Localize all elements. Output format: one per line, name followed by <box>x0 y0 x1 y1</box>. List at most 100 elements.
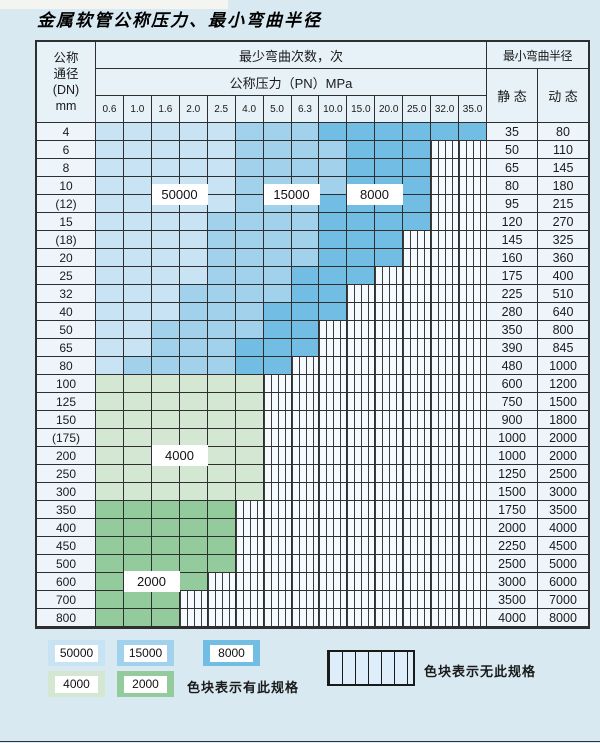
spec-cell <box>123 267 151 284</box>
no-spec-cell <box>347 465 375 482</box>
no-spec-cell <box>459 213 486 230</box>
no-spec-cell <box>431 465 459 482</box>
dynamic-value-cell: 7000 <box>538 591 588 608</box>
spec-cell <box>123 321 151 338</box>
spec-cell <box>151 393 179 410</box>
dynamic-value-cell: 4500 <box>538 537 588 554</box>
header-dynamic: 动 态 <box>538 69 588 122</box>
no-spec-cell <box>459 321 486 338</box>
spec-cell <box>319 123 347 140</box>
spec-cell <box>263 141 291 158</box>
no-spec-cell <box>431 447 459 464</box>
dynamic-value-cell: 640 <box>538 303 588 320</box>
spec-cell <box>263 213 291 230</box>
no-spec-cell <box>291 591 319 608</box>
no-spec-cell <box>319 447 347 464</box>
no-spec-cell <box>263 447 291 464</box>
static-value-cell: 2500 <box>487 555 537 572</box>
no-spec-cell <box>431 249 459 266</box>
no-spec-cell <box>179 591 207 608</box>
header-min-bend-radius: 最小弯曲半径 <box>487 42 588 68</box>
no-spec-cell <box>347 393 375 410</box>
spec-cell <box>123 249 151 266</box>
spec-cell <box>207 519 235 536</box>
spec-cell <box>123 231 151 248</box>
no-spec-cell <box>459 537 486 554</box>
dn-cell: 450 <box>37 537 95 554</box>
no-spec-cell <box>403 411 431 428</box>
legend-swatch: 4000 <box>48 671 105 697</box>
spec-cell <box>179 141 207 158</box>
spec-cell <box>263 339 291 356</box>
spec-cell <box>96 447 123 464</box>
spec-cell <box>263 285 291 302</box>
no-spec-cell <box>319 375 347 392</box>
no-spec-cell <box>375 375 403 392</box>
no-spec-cell <box>431 501 459 518</box>
spec-cell <box>235 141 263 158</box>
no-spec-cell <box>431 609 459 626</box>
no-spec-cell <box>347 501 375 518</box>
no-spec-cell <box>263 537 291 554</box>
spec-cell <box>123 123 151 140</box>
legend-swatch: 2000 <box>117 671 174 697</box>
spec-cell <box>319 303 347 320</box>
scan-artifact-strip <box>0 0 228 9</box>
header-pressure-value: 6.3 <box>291 96 319 122</box>
no-spec-cell <box>403 591 431 608</box>
spec-cell <box>151 285 179 302</box>
spec-cell <box>179 213 207 230</box>
spec-cell <box>291 267 319 284</box>
spec-cell <box>403 141 431 158</box>
spec-cell <box>235 339 263 356</box>
spec-cell <box>207 141 235 158</box>
spec-cell <box>207 177 235 194</box>
no-spec-cell <box>431 339 459 356</box>
no-spec-cell <box>319 393 347 410</box>
no-spec-cell <box>319 555 347 572</box>
spec-cell <box>96 123 123 140</box>
spec-cell <box>179 519 207 536</box>
dn-cell: 200 <box>37 447 95 464</box>
dn-cell: 15 <box>37 213 95 230</box>
no-spec-cell <box>403 357 431 374</box>
bend-cycle-label: 2000 <box>123 571 180 592</box>
spec-cell <box>291 285 319 302</box>
no-spec-cell <box>319 339 347 356</box>
legend-has-spec-text: 色块表示有此规格 <box>187 680 300 695</box>
dn-cell: 80 <box>37 357 95 374</box>
no-spec-cell <box>375 357 403 374</box>
no-spec-cell <box>319 483 347 500</box>
no-spec-cell <box>347 573 375 590</box>
no-spec-cell <box>459 375 486 392</box>
spec-cell <box>96 267 123 284</box>
spec-cell <box>123 375 151 392</box>
no-spec-cell <box>403 483 431 500</box>
spec-cell <box>179 573 207 590</box>
no-spec-cell <box>375 609 403 626</box>
dn-cell: 350 <box>37 501 95 518</box>
dn-cell: 100 <box>37 375 95 392</box>
no-spec-cell <box>263 465 291 482</box>
dn-cell: 4 <box>37 123 95 140</box>
spec-cell <box>123 213 151 230</box>
spec-cell <box>319 213 347 230</box>
no-spec-cell <box>431 195 459 212</box>
bend-cycle-label: 8000 <box>346 184 403 205</box>
spec-cell <box>207 429 235 446</box>
spec-cell <box>403 159 431 176</box>
spec-cell <box>207 537 235 554</box>
no-spec-cell <box>431 483 459 500</box>
spec-cell <box>291 303 319 320</box>
no-spec-cell <box>375 393 403 410</box>
no-spec-cell <box>375 447 403 464</box>
no-spec-cell <box>431 285 459 302</box>
spec-cell <box>151 375 179 392</box>
header-pressure-value: 35.0 <box>459 96 486 122</box>
no-spec-cell <box>263 591 291 608</box>
spec-cell <box>151 411 179 428</box>
no-spec-cell <box>431 519 459 536</box>
spec-cell <box>179 159 207 176</box>
spec-cell <box>96 483 123 500</box>
spec-cell <box>96 339 123 356</box>
